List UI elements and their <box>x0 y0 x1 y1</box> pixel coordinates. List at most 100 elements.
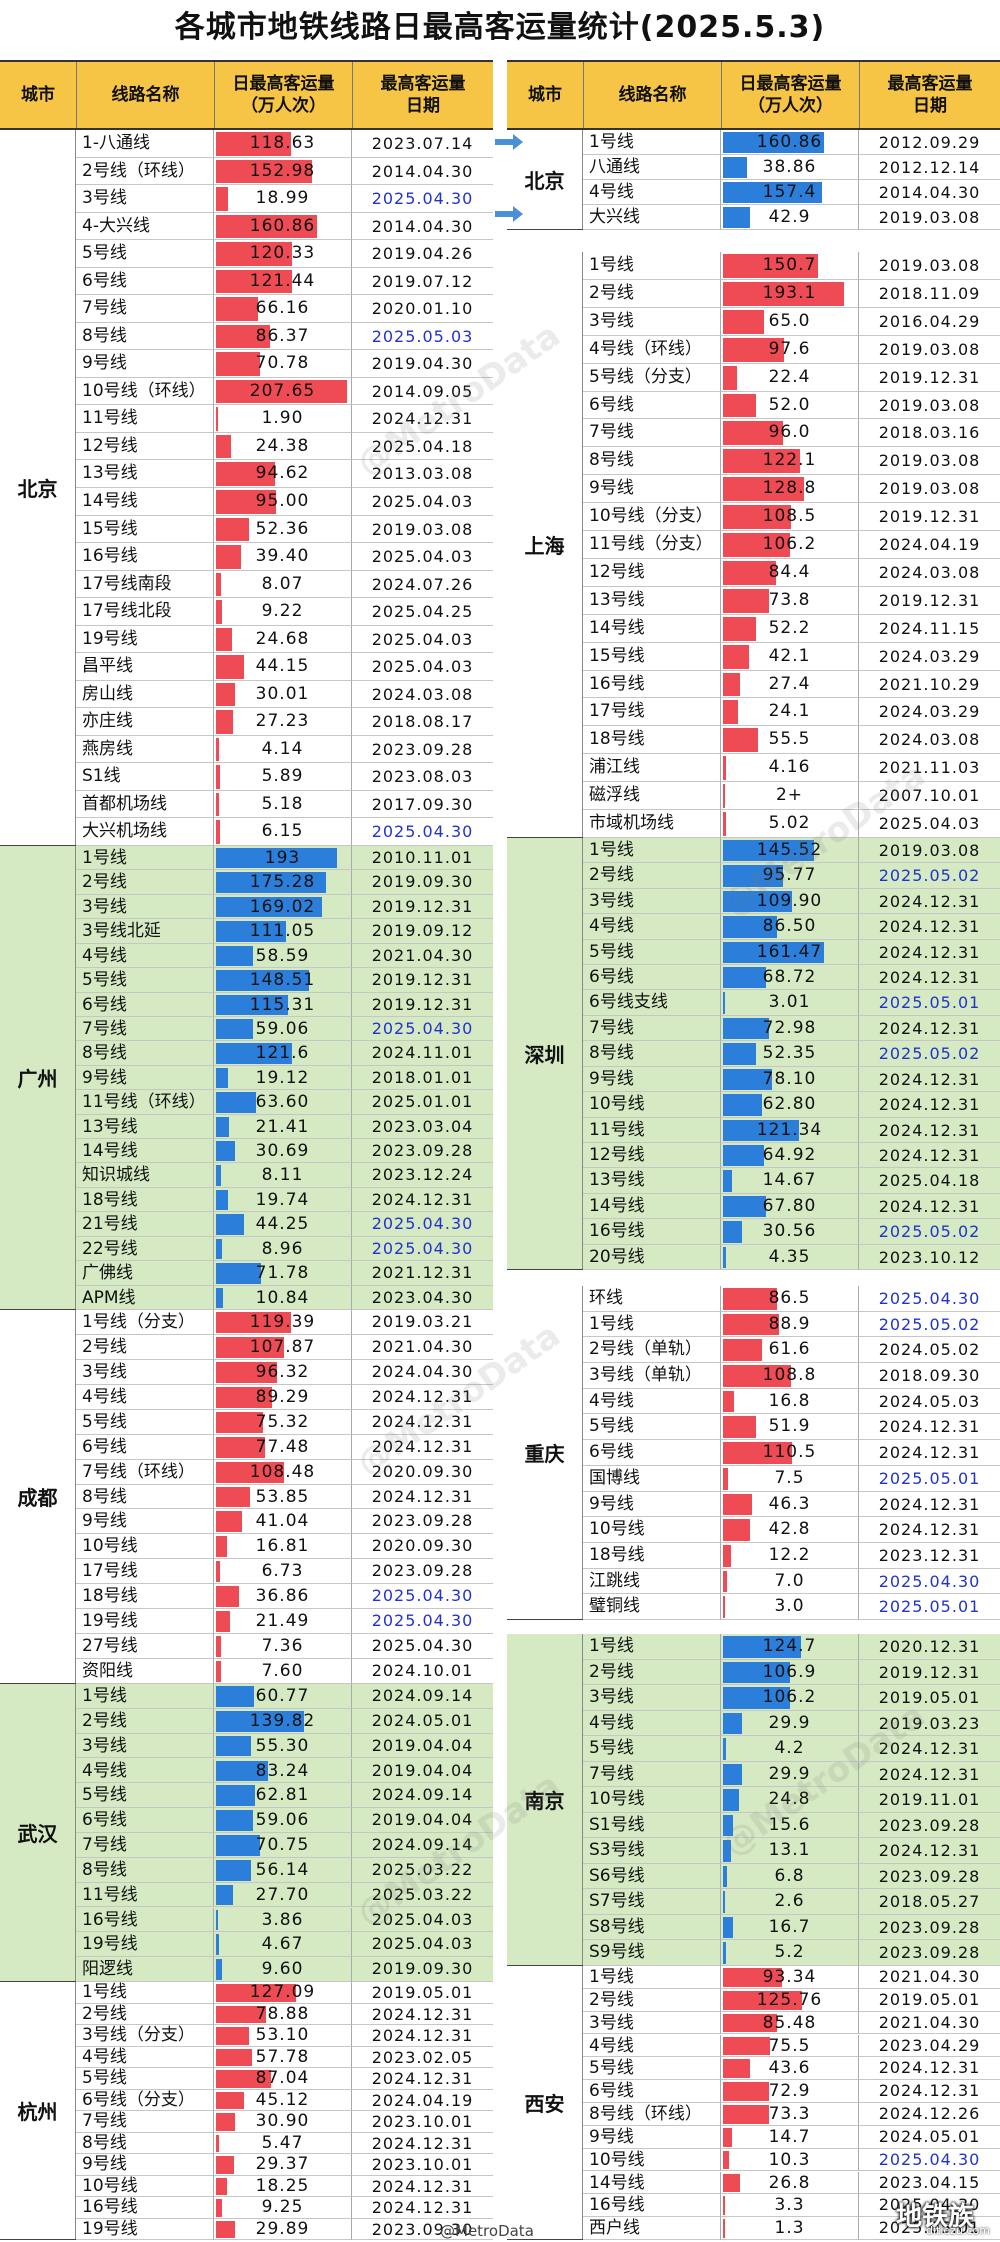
line-name: 2号线 <box>583 1988 721 2012</box>
line-name: 广佛线 <box>76 1261 214 1286</box>
value-cell: 6.15 <box>214 818 352 846</box>
table-row: 2号线 175.28 2019.09.30 <box>76 870 493 895</box>
table-row: 2号线 139.82 2024.05.01 <box>76 1708 493 1734</box>
table-row: 14号线 26.8 2023.04.15 <box>583 2171 1000 2195</box>
line-name: 7号线 <box>583 1015 721 1042</box>
table-row: 6号线 77.48 2024.12.31 <box>76 1434 493 1460</box>
date-cell: 2014.04.30 <box>352 213 493 241</box>
table-row: S7号线 2.6 2018.05.27 <box>583 1889 1000 1915</box>
value-cell: 106.9 <box>721 1659 859 1686</box>
date-cell: 2025.04.03 <box>352 543 493 571</box>
table-row: 大兴机场线 6.15 2025.04.30 <box>76 818 493 846</box>
date-cell: 2019.12.31 <box>352 895 493 920</box>
value-text: 75.32 <box>255 1411 310 1432</box>
table-row: 1号线 124.7 2020.12.31 <box>583 1634 1000 1660</box>
line-name: 亦庄线 <box>76 708 214 736</box>
line-name: 2号线 <box>583 1659 721 1686</box>
line-name: 3号线 <box>76 1359 214 1385</box>
line-name: 7号线 <box>76 2111 214 2133</box>
arrow-icon <box>495 134 523 150</box>
line-name: 2号线 <box>76 870 214 895</box>
value-bar <box>723 1789 739 1811</box>
value-bar <box>723 1968 782 1987</box>
line-name: 8号线 <box>76 1484 214 1510</box>
value-text: 119.39 <box>249 1312 316 1332</box>
date-cell: 2024.12.26 <box>859 2103 1000 2126</box>
value-text: 16.8 <box>768 1390 811 1411</box>
value-cell: 24.38 <box>214 432 352 461</box>
table-row: 5号线 4.2 2024.12.31 <box>583 1736 1000 1762</box>
table-row: 2号线 193.1 2018.11.09 <box>583 279 1000 308</box>
value-bar <box>723 756 726 781</box>
line-name: 8号线（环线） <box>583 2103 721 2126</box>
value-cell: 42.8 <box>721 1517 859 1543</box>
date-cell: 2024.12.31 <box>352 1435 493 1460</box>
line-name: 3号线 <box>76 185 214 213</box>
date-cell: 2010.11.01 <box>352 846 493 871</box>
value-text: 75.5 <box>768 2035 811 2056</box>
table-row: 9号线 70.78 2019.04.30 <box>76 350 493 378</box>
date-cell: 2020.09.30 <box>352 1460 493 1485</box>
table-row: 4号线 16.8 2024.05.03 <box>583 1388 1000 1415</box>
header-cell: 日最高客运量 （万人次） <box>721 62 859 128</box>
value-bar <box>216 737 219 762</box>
line-name: 3号线（分支） <box>76 2025 214 2047</box>
line-name: S8号线 <box>583 1914 721 1941</box>
value-bar <box>216 1661 221 1682</box>
date-cell: 2024.07.26 <box>352 571 493 599</box>
line-name: 1号线 <box>583 838 721 864</box>
value-text: 51.9 <box>768 1416 811 1437</box>
value-cell: 106.2 <box>721 1685 859 1711</box>
date-cell: 2019.04.26 <box>352 240 493 268</box>
value-bar <box>216 1984 296 2002</box>
value-bar <box>216 994 289 1015</box>
date-cell: 2024.12.31 <box>859 889 1000 915</box>
date-cell: 2025.04.30 <box>352 1017 493 1042</box>
date-cell: 2023.04.15 <box>859 2172 1000 2195</box>
date-cell: 2023.10.01 <box>352 2154 493 2176</box>
table-row: 10号线 16.81 2020.09.30 <box>76 1534 493 1560</box>
value-cell: 86.50 <box>721 914 859 940</box>
date-cell: 2024.05.03 <box>859 1389 1000 1415</box>
date-cell: 2019.03.08 <box>352 516 493 544</box>
line-name: 3号线 <box>76 894 214 920</box>
date-cell: 2025.04.18 <box>352 433 493 461</box>
date-cell: 2023.09.28 <box>352 736 493 764</box>
value-text: 22.4 <box>768 366 811 387</box>
date-cell: 2024.11.01 <box>352 1041 493 1066</box>
date-cell: 2025.04.30 <box>352 1212 493 1237</box>
value-text: 127.09 <box>249 1982 316 2002</box>
city-group: 南京 1号线 124.7 2020.12.31 2号线 106.9 2019.12.31 3号… <box>507 1634 1000 1966</box>
date-cell: 2025.04.30 <box>352 185 493 213</box>
city-group: 成都 1号线（分支） 119.39 2019.03.21 2号线 107.87 2021.0… <box>0 1310 493 1684</box>
line-name: 8号线 <box>583 1041 721 1067</box>
value-bar <box>723 2059 751 2079</box>
table-row: 6号线 52.0 2019.03.08 <box>583 391 1000 420</box>
value-bar <box>723 533 790 557</box>
date-cell: 2023.09.28 <box>352 1509 493 1535</box>
value-cell: 30.90 <box>214 2111 352 2133</box>
date-cell: 2025.03.22 <box>352 1858 493 1883</box>
value-text: 65.0 <box>768 310 811 331</box>
value-text: 110.5 <box>762 1442 817 1463</box>
value-bar <box>723 941 825 964</box>
table-row: 8号线 122.1 2019.03.08 <box>583 447 1000 476</box>
date-cell: 2020.12.31 <box>859 1634 1000 1660</box>
line-name: 6号线 <box>76 267 214 296</box>
value-cell: 7.36 <box>214 1634 352 1660</box>
table-row: 知识城线 8.11 2023.12.24 <box>76 1163 493 1188</box>
date-cell: 2020.09.30 <box>352 1534 493 1560</box>
date-cell: 2007.10.01 <box>859 782 1000 811</box>
value-bar <box>723 207 750 228</box>
date-cell: 2024.12.31 <box>859 1118 1000 1143</box>
value-cell: 8.96 <box>214 1236 352 1262</box>
line-name: 15号线 <box>76 515 214 544</box>
value-text: 95.77 <box>762 865 817 886</box>
line-name: 9号线 <box>583 1066 721 1093</box>
line-name: 11号线（环线） <box>76 1090 214 1115</box>
line-name: 22号线 <box>76 1236 214 1262</box>
date-cell: 2018.08.17 <box>352 708 493 736</box>
date-cell: 2025.04.25 <box>352 598 493 626</box>
value-cell: 85.48 <box>721 2011 859 2035</box>
value-bar <box>723 1467 728 1490</box>
